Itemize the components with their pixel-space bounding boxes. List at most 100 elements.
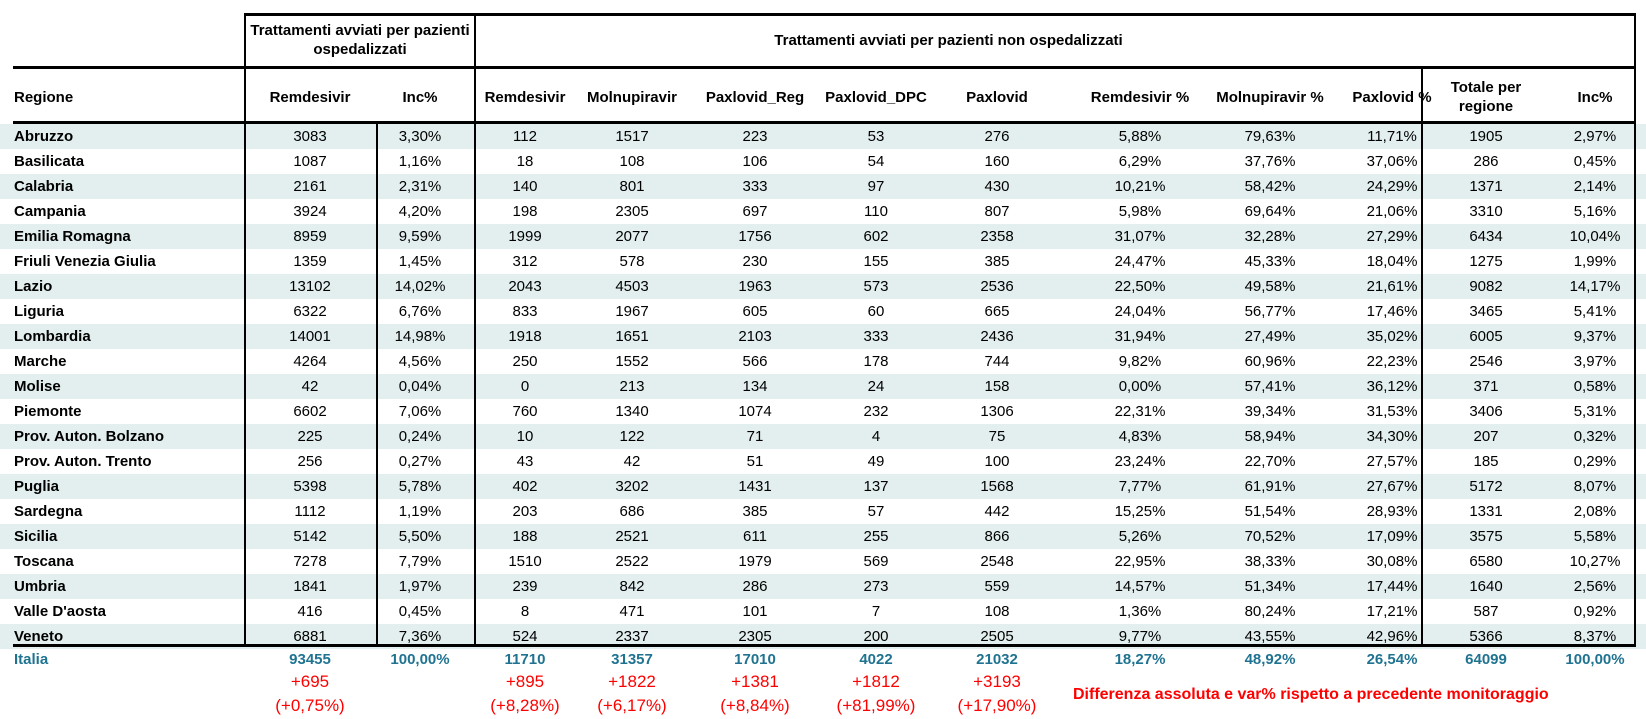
table-cell: 471: [619, 603, 645, 620]
differences-note: Differenza assoluta e var% rispetto a pr…: [1073, 686, 1549, 703]
table-cell: 7,79%: [398, 553, 442, 570]
table-cell: 3,97%: [1573, 353, 1617, 370]
table-cell: 842: [619, 578, 645, 595]
table-cell: 333: [863, 328, 889, 345]
table-cell: 5,58%: [1573, 528, 1617, 545]
table-cell: 35,02%: [1366, 328, 1418, 345]
table-cell: 188: [512, 528, 538, 545]
table-cell: 697: [742, 203, 768, 220]
table-cell: 5,88%: [1118, 128, 1162, 145]
table-cell: 24,47%: [1114, 253, 1166, 270]
table-cell: 106: [742, 153, 768, 170]
table-cell: 686: [619, 503, 645, 520]
top-border: [244, 13, 1636, 16]
table-row: Lombardia 14001 14,98% 1918 1651 2103 333 2436 3…: [0, 324, 1646, 349]
table-cell: 1340: [615, 403, 649, 420]
table-cell: 6881: [293, 628, 327, 645]
table-cell: 1999: [508, 228, 542, 245]
table-cell: 1651: [615, 328, 649, 345]
table-cell: 7,06%: [398, 403, 442, 420]
table-cell: 1552: [615, 353, 649, 370]
table-cell: 158: [984, 378, 1010, 395]
table-cell: 178: [863, 353, 889, 370]
table-row: Friuli Venezia Giulia 1359 1,45% 312 578 230 1…: [0, 249, 1646, 274]
table-cell: 10,27%: [1569, 553, 1621, 570]
table-row: Molise 42 0,04% 0 213 134 24 158 0,00% 57,41% 36,1…: [0, 374, 1646, 399]
table-row: Emilia Romagna 8959 9,59% 1999 2077 1756 602 23…: [0, 224, 1646, 249]
column-header: Totale per regione: [1450, 79, 1522, 115]
right-border: [1634, 13, 1636, 646]
table-cell: 223: [742, 128, 768, 145]
table-cell: 430: [984, 178, 1010, 195]
table-cell: 3465: [1469, 303, 1503, 320]
difference-percent: (+8,84%): [720, 696, 790, 715]
difference-absolute: +1381: [731, 672, 779, 691]
table-cell: 60: [867, 303, 885, 320]
table-cell: 69,64%: [1244, 203, 1296, 220]
table-cell: 4264: [293, 353, 327, 370]
table-cell: 51,34%: [1244, 578, 1296, 595]
table-cell: 155: [863, 253, 889, 270]
table-cell: 5,78%: [398, 478, 442, 495]
table-cell: 3575: [1469, 528, 1503, 545]
table-cell: 4,56%: [398, 353, 442, 370]
table-cell: 0,58%: [1573, 378, 1617, 395]
table-cell: 9,37%: [1573, 328, 1617, 345]
table-cell: 160: [984, 153, 1010, 170]
table-cell: 38,33%: [1244, 553, 1296, 570]
column-header: Molnupiravir %: [1216, 88, 1324, 106]
table-cell: 37,06%: [1366, 153, 1418, 170]
hospitalized-divider: [376, 121, 378, 646]
table-row: Umbria 1841 1,97% 239 842 286 273 559 14,57% 51,3…: [0, 574, 1646, 599]
table-cell: 57,41%: [1244, 378, 1296, 395]
table-cell: 1074: [738, 403, 772, 420]
table-cell: 24: [867, 378, 885, 395]
difference-absolute: +3193: [973, 672, 1021, 691]
table-cell: 442: [984, 503, 1010, 520]
table-cell: 7,77%: [1118, 478, 1162, 495]
table-cell: 1371: [1469, 178, 1503, 195]
table-cell: 80,24%: [1244, 603, 1296, 620]
column-header: Remdesivir %: [1090, 88, 1190, 106]
table-cell: 79,63%: [1244, 128, 1296, 145]
table-cell: 1841: [293, 578, 327, 595]
table-cell: 866: [984, 528, 1010, 545]
table-cell: 0,45%: [398, 603, 442, 620]
total-column-divider: [1421, 66, 1423, 646]
table-cell: 17,09%: [1366, 528, 1418, 545]
table-cell: 225: [297, 428, 323, 445]
table-cell: 333: [742, 178, 768, 195]
table-cell: 42: [623, 453, 641, 470]
table-cell: 14,98%: [394, 328, 446, 345]
table-cell: 134: [742, 378, 768, 395]
table-cell: 312: [512, 253, 538, 270]
table-cell: 5,26%: [1118, 528, 1162, 545]
table-cell: 17,21%: [1366, 603, 1418, 620]
table-cell: 18,04%: [1366, 253, 1418, 270]
table-cell: 58,42%: [1244, 178, 1296, 195]
table-cell: 22,31%: [1114, 403, 1166, 420]
table-cell: 22,50%: [1114, 278, 1166, 295]
table-cell: 15,25%: [1114, 503, 1166, 520]
table-cell: 416: [297, 603, 323, 620]
table-cell: 385: [742, 503, 768, 520]
table-cell: 97: [867, 178, 885, 195]
total-cell: 100,00%: [390, 651, 450, 668]
table-cell: 3202: [615, 478, 649, 495]
table-cell: 2522: [615, 553, 649, 570]
region-name: Friuli Venezia Giulia: [14, 253, 156, 270]
table-cell: 2546: [1469, 353, 1503, 370]
table-row: Abruzzo 3083 3,30% 112 1517 223 53 276 5,88% 79,6…: [0, 124, 1646, 149]
table-cell: 1517: [615, 128, 649, 145]
table-cell: 524: [512, 628, 538, 645]
table-cell: 21,61%: [1366, 278, 1418, 295]
table-cell: 60,96%: [1244, 353, 1296, 370]
table-cell: 32,28%: [1244, 228, 1296, 245]
table-cell: 6,76%: [398, 303, 442, 320]
table-cell: 18: [516, 153, 534, 170]
total-cell: 11710: [504, 651, 546, 668]
table-cell: 566: [742, 353, 768, 370]
table-row: Calabria 2161 2,31% 140 801 333 97 430 10,21% 58,…: [0, 174, 1646, 199]
table-cell: 2536: [980, 278, 1014, 295]
